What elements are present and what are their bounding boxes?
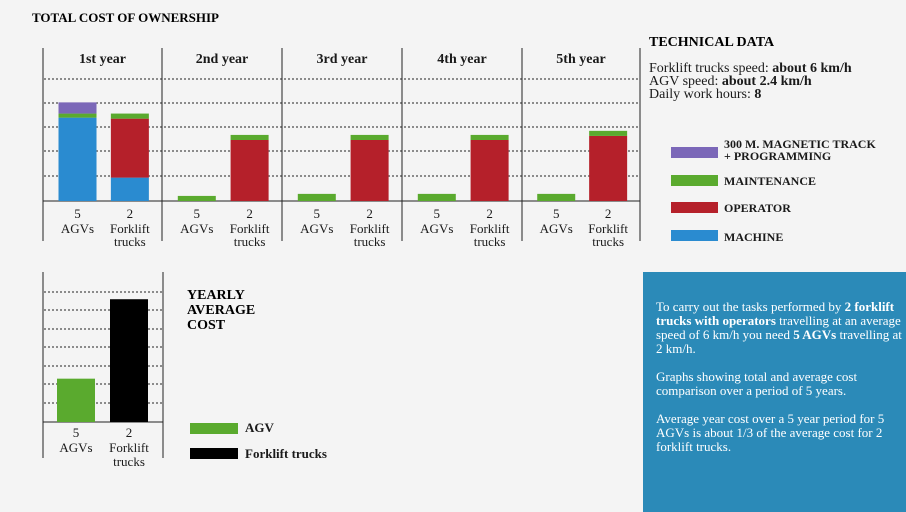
- category-name-label: AGVs: [300, 221, 333, 236]
- forklift-speed-label: Forklift trucks speed:: [649, 61, 773, 76]
- year-label: 2nd year: [196, 52, 249, 67]
- yearly-title-line-3: COST: [187, 318, 226, 333]
- category-count-label: 2: [366, 206, 373, 221]
- info-p1-part-a: To carry out the tasks performed by: [656, 299, 845, 314]
- category-count-label: 2: [246, 206, 253, 221]
- legend-swatch-track: [671, 147, 718, 158]
- bar-operator: [350, 140, 389, 201]
- avg-category-count-label: 5: [73, 425, 80, 440]
- category-name-label: trucks: [114, 234, 146, 249]
- bar--m-magnetic-track-programming: [58, 102, 97, 114]
- yearly-title-line-1: YEARLY: [187, 288, 245, 303]
- bar-maintenance: [537, 193, 576, 201]
- bar-maintenance: [350, 134, 389, 140]
- bar-maintenance: [177, 195, 216, 201]
- avg-category-count-label: 2: [126, 425, 133, 440]
- work-hours-value: 8: [754, 87, 762, 102]
- bar-maintenance: [470, 134, 509, 140]
- agv-speed-label: AGV speed:: [649, 74, 722, 89]
- year-label: 4th year: [437, 52, 486, 67]
- avg-category-name-label: Forklift: [109, 440, 149, 455]
- category-name-label: trucks: [234, 234, 266, 249]
- category-name-label: Forklift: [350, 221, 390, 236]
- legend-label-operator: OPERATOR: [724, 201, 791, 215]
- technical-data-heading: TECHNICAL DATA: [649, 35, 775, 50]
- bar-maintenance: [297, 193, 336, 201]
- category-count-label: 5: [314, 206, 321, 221]
- legend-swatch-machine: [671, 230, 718, 241]
- bar-operator: [589, 135, 628, 201]
- year-label: 1st year: [79, 52, 126, 67]
- category-name-label: AGVs: [61, 221, 94, 236]
- yearly-legend-label-agv: AGV: [245, 420, 274, 435]
- category-count-label: 2: [127, 206, 134, 221]
- legend-swatch-operator: [671, 202, 718, 213]
- category-count-label: 5: [434, 206, 441, 221]
- info-panel: To carry out the tasks performed by 2 fo…: [643, 272, 906, 512]
- bar-maintenance: [417, 193, 456, 201]
- bar-operator: [230, 140, 269, 201]
- bar-machine: [58, 117, 97, 201]
- category-count-label: 5: [74, 206, 81, 221]
- agv-speed-value: about 2.4 km/h: [721, 74, 812, 89]
- agv-speed-line: AGV speed: about 2.4 km/h: [649, 74, 852, 89]
- avg-category-name-label: trucks: [113, 454, 145, 469]
- legend-swatch-maintenance: [671, 175, 718, 186]
- category-name-label: AGVs: [420, 221, 453, 236]
- category-count-label: 5: [194, 206, 201, 221]
- info-paragraph-3: Average year cost over a 5 year period f…: [656, 411, 885, 454]
- legend-label-track: 300 M. MAGNETIC TRACK + PROGRAMMING: [724, 138, 876, 162]
- category-name-label: AGVs: [540, 221, 573, 236]
- bar-maintenance: [58, 113, 97, 118]
- category-name-label: Forklift: [230, 221, 270, 236]
- category-count-label: 2: [486, 206, 493, 221]
- bar-maintenance: [589, 130, 628, 136]
- bar-machine: [110, 177, 149, 201]
- info-p1-part-b: 2 forklift trucks with operators: [656, 299, 895, 328]
- work-hours-line: Daily work hours: 8: [649, 87, 852, 102]
- legend-label-track-line-2: + PROGRAMMING: [724, 149, 832, 163]
- yearly-legend-label-forklift: Forklift trucks: [245, 446, 327, 461]
- technical-data: Forklift trucks speed: about 6 km/h AGV …: [649, 61, 852, 102]
- category-name-label: trucks: [474, 234, 506, 249]
- bar-maintenance: [230, 134, 269, 140]
- avg-bar-forklift: [110, 299, 148, 422]
- yearly-legend-swatch-agv: [190, 423, 238, 434]
- category-name-label: Forklift: [588, 221, 628, 236]
- year-label: 3rd year: [317, 52, 368, 67]
- forklift-speed-value: about 6 km/h: [772, 61, 852, 76]
- yearly-legend-swatch-forklift: [190, 448, 238, 459]
- info-p1-part-c: travelling at an average speed of 6 km/h…: [656, 313, 901, 342]
- yearly-title-line-2: AVERAGE: [187, 303, 255, 318]
- bar-operator: [110, 118, 149, 178]
- category-name-label: trucks: [354, 234, 386, 249]
- legend-label-track-line-1: 300 M. MAGNETIC TRACK: [724, 137, 876, 151]
- category-name-label: trucks: [592, 234, 624, 249]
- bar-operator: [470, 140, 509, 201]
- work-hours-label: Daily work hours:: [649, 87, 755, 102]
- info-p1-part-d: 5 AGVs: [793, 327, 837, 342]
- legend-label-maintenance: MAINTENANCE: [724, 174, 817, 188]
- category-count-label: 2: [605, 206, 612, 221]
- category-name-label: Forklift: [110, 221, 150, 236]
- category-name-label: AGVs: [180, 221, 213, 236]
- info-paragraph-2: Graphs showing total and average cost co…: [656, 369, 858, 398]
- main-chart-title: TOTAL COST OF OWNERSHIP: [32, 10, 219, 25]
- avg-bar-agv: [57, 378, 95, 422]
- year-label: 5th year: [556, 52, 605, 67]
- bar-maintenance: [110, 113, 149, 119]
- category-name-label: Forklift: [470, 221, 510, 236]
- forklift-speed-line: Forklift trucks speed: about 6 km/h: [649, 61, 852, 76]
- avg-category-name-label: AGVs: [59, 440, 92, 455]
- info-p1-part-e: travelling at 2 km/h.: [656, 327, 902, 356]
- category-count-label: 5: [553, 206, 560, 221]
- info-paragraph-1: To carry out the tasks performed by 2 fo…: [656, 300, 902, 356]
- legend-label-machine: MACHINE: [724, 230, 784, 244]
